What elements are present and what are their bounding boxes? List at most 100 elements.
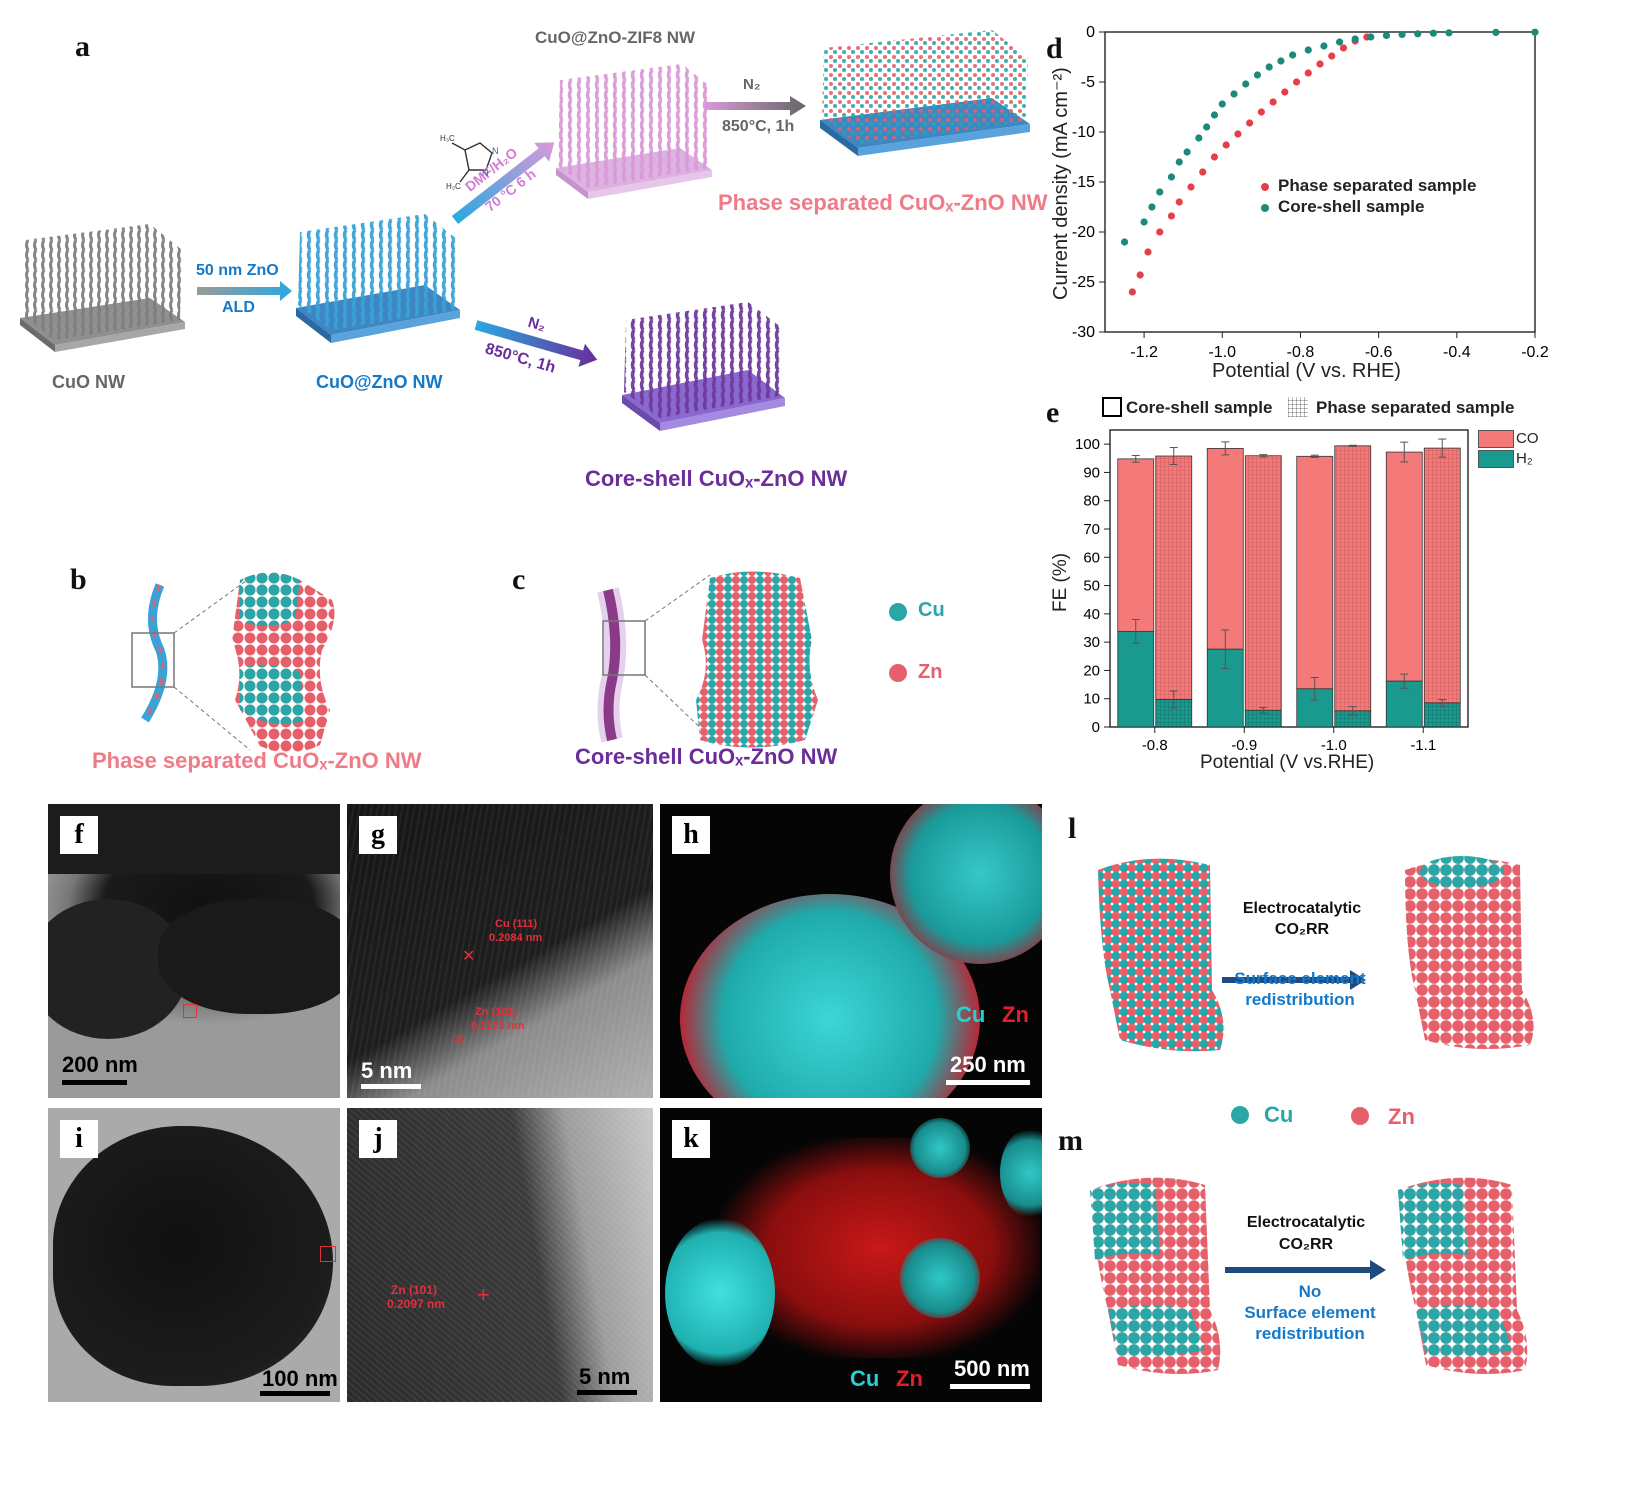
- tem-i-scale-label: 100 nm: [262, 1366, 338, 1391]
- panel-label-g: g: [359, 816, 397, 854]
- chart-d-point-coreshell: [1253, 71, 1262, 79]
- chart-e-bar-co-coreshell: [1206, 447, 1244, 650]
- chart-e-bar-h2-phase: [1155, 699, 1193, 728]
- legend-h2-text: H₂: [1516, 450, 1533, 467]
- chart-d-point-phase: [1199, 168, 1207, 176]
- label-cuo-zno-nw: CuO@ZnO NW: [316, 372, 443, 392]
- chart-d-point-coreshell: [1277, 57, 1285, 65]
- chart-d-point-coreshell: [1398, 30, 1406, 39]
- chart-d-xtick-label: -0.6: [1365, 344, 1393, 361]
- chart-d-point-coreshell: [1335, 38, 1344, 46]
- eds-h-legend-cu: Cu: [956, 1002, 986, 1027]
- chart-d-point-coreshell: [1242, 80, 1250, 88]
- tem-g-marker2: ✕: [452, 1032, 466, 1049]
- chart-e-xtick-label: -1.1: [1410, 737, 1436, 754]
- panel-label-i: i: [60, 1120, 98, 1158]
- legend-cu-label: Cu: [918, 599, 945, 621]
- tem-image-f: f 200 nm: [48, 804, 340, 1098]
- chart-d-point-phase: [1328, 52, 1336, 60]
- legend-zn-label: Zn: [918, 661, 943, 683]
- chart-d-point-coreshell: [1531, 28, 1539, 36]
- chart-e-ytick-label: 70: [1083, 521, 1100, 538]
- b-model-cu-top: [240, 572, 300, 626]
- chart-d-point-coreshell: [1183, 148, 1191, 156]
- chart-e-bar-h2-coreshell: [1385, 680, 1423, 728]
- label-step1-top: 50 nm ZnO: [196, 262, 279, 279]
- chart-e-bar-h2-coreshell: [1117, 630, 1155, 728]
- m-text3: No: [1298, 1282, 1322, 1301]
- chart-d-ylabel: Current density (mA cm⁻²): [1050, 67, 1072, 300]
- chart-d-point-phase: [1269, 98, 1277, 106]
- tem-g-ann1b: 0.2084 nm: [489, 932, 543, 944]
- tem-f-scale-label: 200 nm: [62, 1052, 138, 1077]
- chart-e-ylabel: FE (%): [1050, 552, 1071, 612]
- chart-e-xtick-label: -0.9: [1231, 737, 1257, 754]
- legend-phase-text: Phase separated sample: [1316, 398, 1515, 417]
- m-text1: Electrocatalytic: [1246, 1214, 1366, 1231]
- caption-c: Core-shell CuOₓ-ZnO NW: [575, 744, 838, 769]
- chart-d-point-coreshell: [1140, 218, 1148, 226]
- m-arrow: [1225, 1260, 1386, 1280]
- label-n2-top-cond: 850°C, 1h: [722, 118, 795, 135]
- eds-k-legend-zn: Zn: [896, 1366, 923, 1391]
- label-zif8-nw: CuO@ZnO-ZIF8 NW: [535, 28, 696, 47]
- mol-h3c-1: H₃C: [440, 134, 455, 143]
- chart-d-point-coreshell: [1414, 30, 1422, 38]
- mol-h3c-2: H₃C: [446, 182, 461, 191]
- arrow-ald: [197, 281, 292, 301]
- chart-d-legend-phase: Phase separated sample: [1278, 176, 1477, 195]
- tem-g-ann2: Zn (101): [475, 1006, 518, 1018]
- chart-d-point-coreshell: [1289, 51, 1297, 59]
- chart-e-xtick-label: -0.8: [1142, 737, 1168, 754]
- eds-h-legend-zn: Zn: [1002, 1002, 1029, 1027]
- eds-k-legend-cu: Cu: [850, 1366, 880, 1391]
- panel-label-d: d: [1046, 32, 1063, 65]
- chart-d-point-phase: [1316, 60, 1324, 68]
- chart-d-ytick-label: -20: [1072, 224, 1095, 241]
- chart-e-bar-co-phase: [1244, 455, 1282, 711]
- legend-co-text: CO: [1516, 430, 1539, 447]
- chart-d-point-phase: [1304, 69, 1312, 77]
- panel-label-f: f: [60, 816, 98, 854]
- chart-d-point-phase: [1136, 271, 1144, 279]
- tem-j-marker: +: [477, 1282, 490, 1307]
- mol-n-1: N: [492, 146, 499, 156]
- chart-d-ytick-label: -25: [1072, 274, 1095, 291]
- legend-phase-box: [1288, 397, 1308, 417]
- chart-d-point-coreshell: [1230, 90, 1238, 98]
- l-model-after: [1405, 858, 1534, 1049]
- label-n2-top: N₂: [743, 76, 761, 93]
- chart-e-bar-co-coreshell: [1385, 451, 1423, 682]
- legend-zn-dot: [889, 664, 907, 682]
- chart-d-ytick-label: 0: [1086, 24, 1095, 41]
- chart-e-bar-co-coreshell: [1296, 455, 1334, 690]
- chart-d-point-coreshell: [1367, 33, 1375, 41]
- m-before-cu-top: [1090, 1183, 1160, 1260]
- chart-d-point-phase: [1156, 228, 1164, 236]
- methylimidazole-molecule: [451, 142, 493, 183]
- chart-d-point-coreshell: [1210, 111, 1219, 119]
- chart-d-point-coreshell: [1492, 28, 1500, 36]
- tem-g-ann1: Cu (111): [495, 918, 538, 930]
- chart-d-point-coreshell: [1429, 29, 1437, 37]
- chart-d-point-phase: [1292, 78, 1301, 86]
- panel-label-j: j: [359, 1120, 397, 1158]
- redistribution-models: [1090, 856, 1534, 1374]
- chart-d-point-coreshell: [1120, 238, 1129, 246]
- chart-e-ytick-label: 0: [1092, 719, 1100, 736]
- chart-d-point-coreshell: [1156, 188, 1164, 196]
- chart-d-ytick-label: -15: [1072, 174, 1095, 191]
- chart-d-ytick-label: -10: [1072, 124, 1095, 141]
- chart-d-point-coreshell: [1175, 158, 1183, 166]
- l-text2: CO₂RR: [1274, 921, 1330, 938]
- panel-label-k: k: [672, 1120, 710, 1158]
- l-arrow: [1222, 970, 1366, 990]
- caption-b: Phase separated CuOₓ-ZnO NW: [92, 748, 422, 773]
- chart-d-point-phase: [1234, 130, 1242, 138]
- chart-d-point-coreshell: [1351, 35, 1359, 43]
- chart-e-xtick-label: -1.0: [1321, 737, 1347, 754]
- chart-e: 0 10 20 30 40 50 60 70 80 90 100 -0.8 -0.9 -1.0 -1.1: [1075, 429, 1469, 754]
- chart-d-xtick-label: -1.2: [1130, 344, 1158, 361]
- chart-d-point-coreshell: [1203, 123, 1211, 131]
- chart-d-legend-markers: [1261, 183, 1269, 212]
